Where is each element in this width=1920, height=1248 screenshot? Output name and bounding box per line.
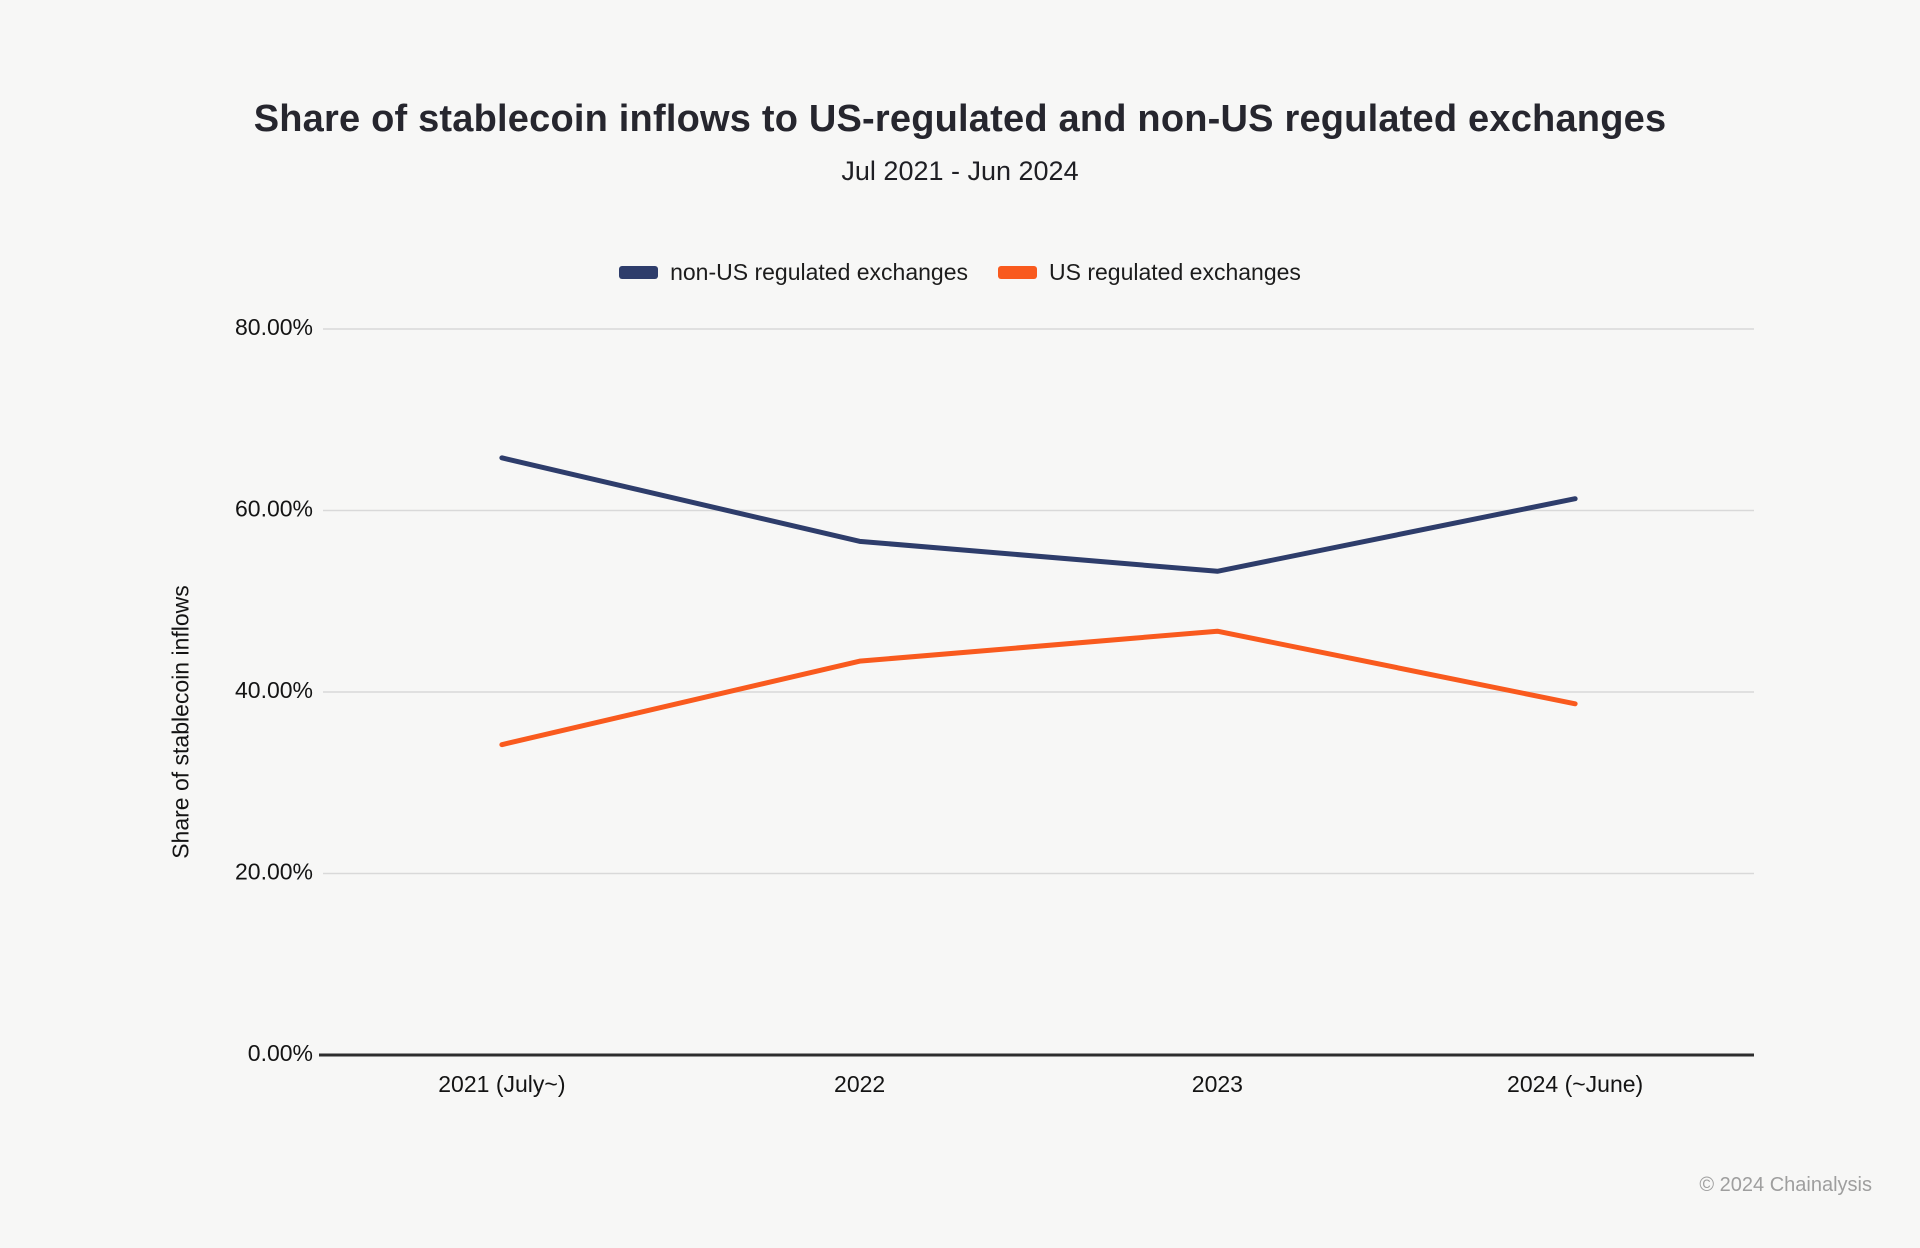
- legend-item: non-US regulated exchanges: [619, 259, 968, 286]
- x-tick-label: 2021 (July~): [438, 1071, 565, 1097]
- y-tick-label: 40.00%: [235, 677, 313, 703]
- legend-item: US regulated exchanges: [998, 259, 1301, 286]
- y-tick-label: 0.00%: [248, 1040, 313, 1066]
- x-tick-label: 2022: [834, 1071, 885, 1097]
- legend-label: US regulated exchanges: [1049, 258, 1301, 285]
- chart-title: Share of stablecoin inflows to US-regula…: [253, 98, 1667, 140]
- series-line-us-regulated-exchanges: [499, 628, 1578, 748]
- legend-swatch: [619, 265, 659, 279]
- legend-label: non-US regulated exchanges: [670, 258, 969, 285]
- chart-subtitle: Jul 2021 - Jun 2024: [841, 156, 1079, 186]
- x-tick-label: 2023: [1192, 1071, 1243, 1097]
- y-tick-label: 80.00%: [235, 314, 313, 340]
- x-tick-label: 2024 (~June): [1507, 1071, 1643, 1097]
- legend-swatch: [998, 265, 1038, 279]
- legend: non-US regulated exchanges US regulated e…: [0, 258, 1920, 286]
- y-tick-label: 20.00%: [235, 859, 313, 885]
- copyright-text: © 2024 Chainalysis: [1699, 1174, 1872, 1196]
- y-tick-label: 60.00%: [235, 496, 313, 522]
- series-line-non-us-regulated-exchanges: [499, 455, 1578, 574]
